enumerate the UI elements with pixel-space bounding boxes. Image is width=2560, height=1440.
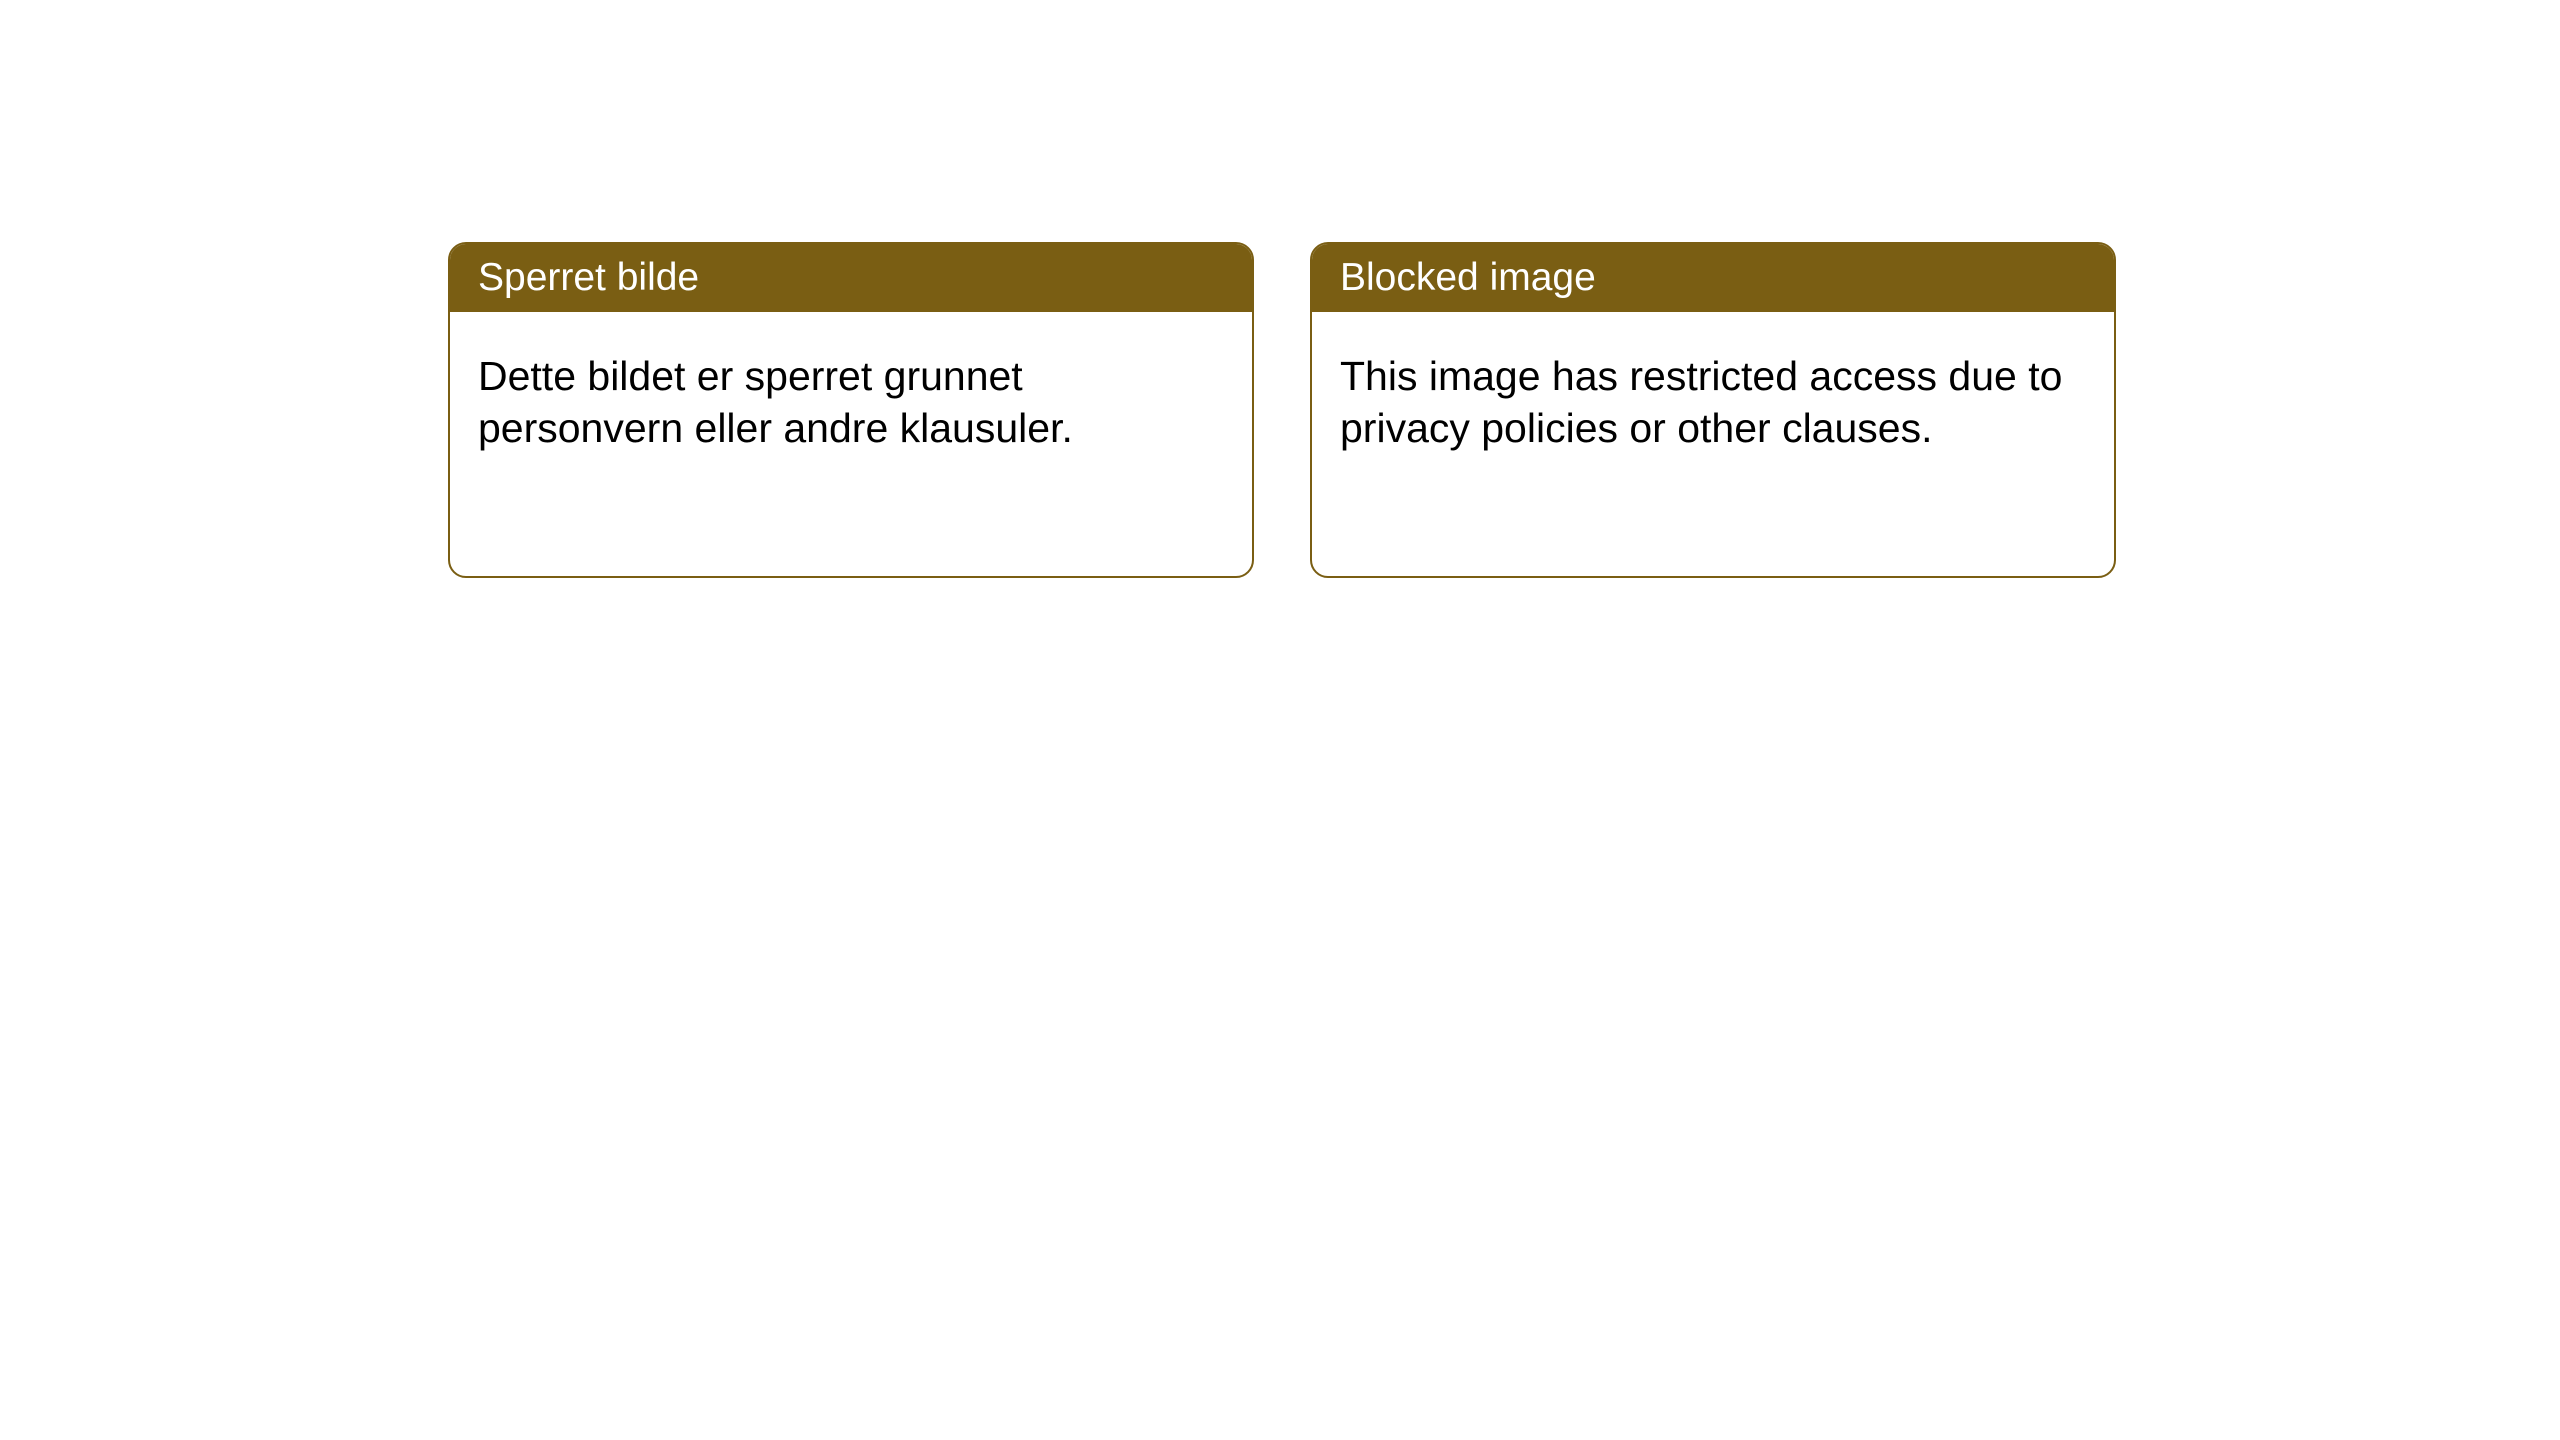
notice-body-english: This image has restricted access due to … bbox=[1312, 312, 2114, 493]
notice-container: Sperret bilde Dette bildet er sperret gr… bbox=[0, 0, 2560, 578]
notice-body-norwegian: Dette bildet er sperret grunnet personve… bbox=[450, 312, 1252, 493]
notice-title-english: Blocked image bbox=[1312, 244, 2114, 312]
notice-card-english: Blocked image This image has restricted … bbox=[1310, 242, 2116, 578]
notice-title-norwegian: Sperret bilde bbox=[450, 244, 1252, 312]
notice-card-norwegian: Sperret bilde Dette bildet er sperret gr… bbox=[448, 242, 1254, 578]
